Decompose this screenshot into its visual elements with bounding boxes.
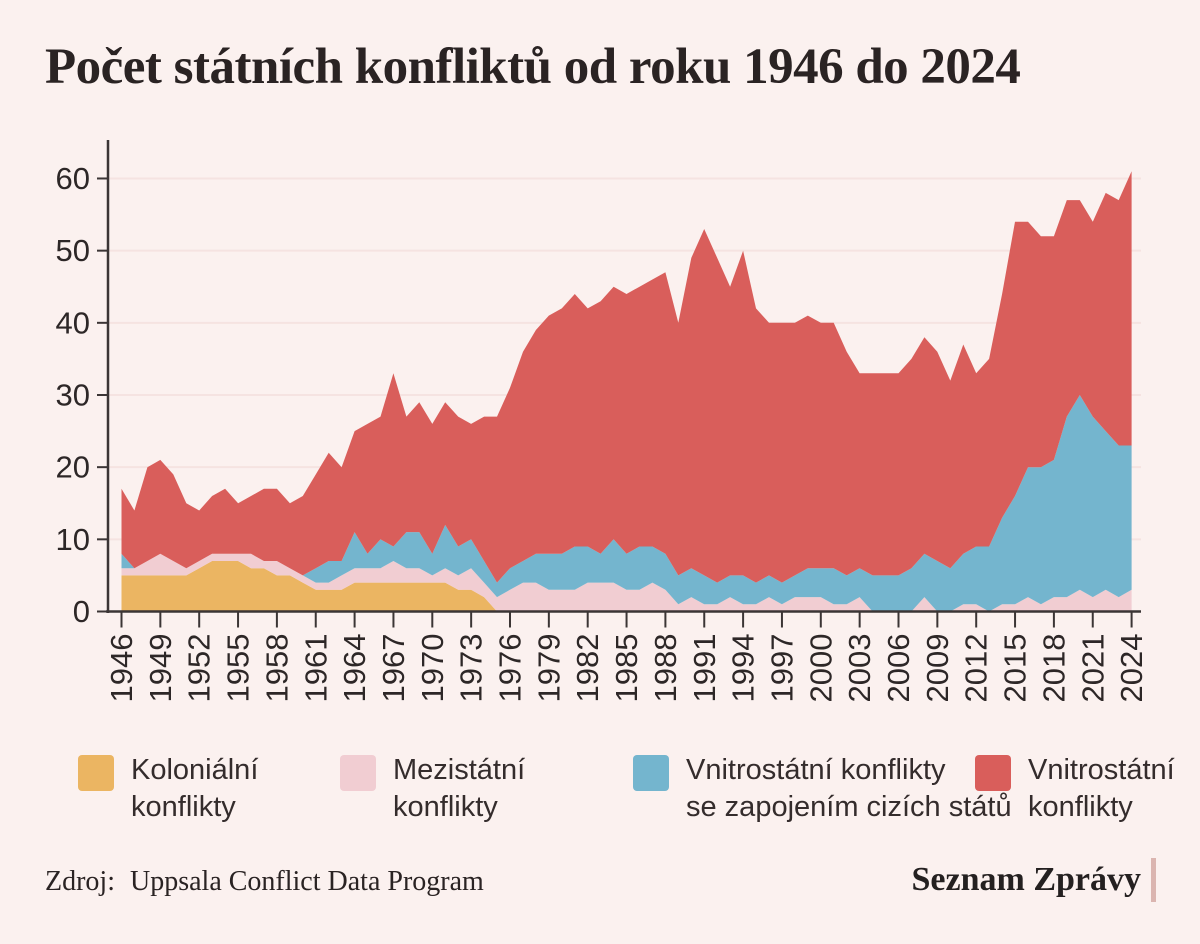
area-series-2 — [121, 395, 1132, 612]
legend-label-internationalized: Vnitrostátní konflikty se zapojením cizí… — [686, 754, 1012, 823]
x-tick-label-2003: 2003 — [842, 634, 877, 703]
x-tick-label-1961: 1961 — [298, 634, 333, 703]
x-tick-label-1982: 1982 — [570, 634, 605, 703]
x-tick-label-1985: 1985 — [609, 634, 644, 703]
y-tick-label-10: 10 — [56, 522, 90, 557]
legend-label-interstate: Mezistátní konflikty — [393, 754, 526, 823]
x-tick-label-1967: 1967 — [376, 634, 411, 703]
brand-logo: Seznam Zprávy — [911, 858, 1156, 902]
y-tick-label-20: 20 — [56, 450, 90, 485]
x-tick-label-2006: 2006 — [881, 634, 916, 703]
source-value: Uppsala Conflict Data Program — [130, 866, 484, 897]
source-label: Zdroj: — [45, 866, 115, 897]
x-tick-label-1946: 1946 — [104, 634, 139, 703]
brand-name: Seznam Zprávy — [911, 861, 1142, 898]
x-tick-label-2024: 2024 — [1114, 634, 1149, 703]
legend-swatch-intrastate — [975, 755, 1011, 791]
x-tick-label-1991: 1991 — [687, 634, 722, 703]
x-tick-label-2000: 2000 — [803, 634, 838, 703]
x-tick-label-2015: 2015 — [998, 634, 1033, 703]
legend-item-interstate: Mezistátní konflikty — [340, 752, 525, 826]
y-tick-label-60: 60 — [56, 161, 90, 196]
x-tick-label-1958: 1958 — [259, 634, 294, 703]
y-tick-label-40: 40 — [56, 305, 90, 340]
legend-swatch-internationalized — [633, 755, 669, 791]
legend-item-intrastate: Vnitrostátní konflikty — [975, 752, 1175, 826]
source-note: Zdroj: Uppsala Conflict Data Program — [45, 866, 484, 898]
x-tick-label-1973: 1973 — [454, 634, 489, 703]
x-tick-label-2012: 2012 — [959, 633, 994, 702]
legend-label-colonial: Koloniální konflikty — [131, 754, 259, 823]
x-tick-label-1970: 1970 — [415, 634, 450, 703]
x-tick-label-1964: 1964 — [337, 634, 372, 703]
area-series-0 — [121, 561, 1132, 612]
area-series-1 — [121, 553, 1132, 612]
y-tick-label-0: 0 — [73, 594, 90, 629]
x-tick-label-2009: 2009 — [920, 634, 955, 703]
legend-swatch-interstate — [340, 755, 376, 791]
chart-legend: Koloniální konflikty Mezistátní konflikt… — [0, 752, 1200, 842]
legend-label-intrastate: Vnitrostátní konflikty — [1028, 754, 1175, 823]
legend-swatch-colonial — [78, 755, 114, 791]
x-tick-label-1979: 1979 — [531, 634, 566, 703]
area-series-3 — [121, 171, 1132, 583]
x-tick-label-2021: 2021 — [1075, 634, 1110, 703]
x-tick-label-1994: 1994 — [726, 634, 761, 703]
x-tick-label-1952: 1952 — [182, 634, 217, 703]
x-tick-label-1949: 1949 — [143, 634, 178, 703]
brand-bar-icon — [1151, 858, 1156, 902]
y-tick-label-30: 30 — [56, 377, 90, 412]
legend-item-colonial: Koloniální konflikty — [78, 752, 258, 826]
x-tick-label-1955: 1955 — [221, 634, 256, 703]
x-tick-label-2018: 2018 — [1036, 634, 1071, 703]
x-tick-label-1997: 1997 — [764, 634, 799, 703]
legend-item-internationalized: Vnitrostátní konflikty se zapojením cizí… — [633, 752, 1012, 826]
y-tick-label-50: 50 — [56, 233, 90, 268]
page-title: Počet státních konfliktů od roku 1946 do… — [45, 39, 1021, 95]
x-tick-label-1976: 1976 — [493, 634, 528, 703]
x-tick-label-1988: 1988 — [648, 634, 683, 703]
